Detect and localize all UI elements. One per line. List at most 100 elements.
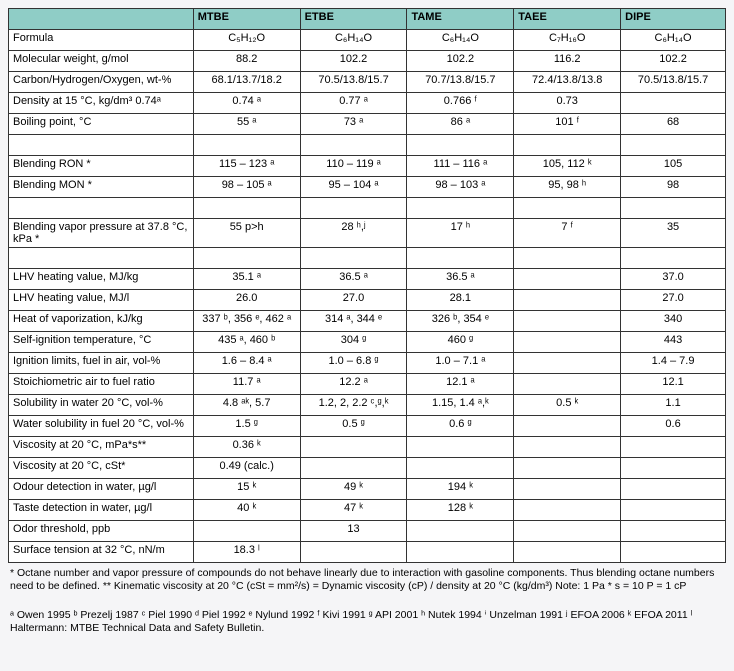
cell-value	[193, 248, 300, 269]
row-label: Stoichiometric air to fuel ratio	[9, 374, 194, 395]
cell-value: 314 ᵃ, 344 ᵉ	[300, 311, 407, 332]
cell-value: 0.766 ᶠ	[407, 93, 514, 114]
header-blank	[9, 9, 194, 30]
cell-value: 1.2, 2, 2.2 ᶜ,ᵍ,ᵏ	[300, 395, 407, 416]
cell-value	[407, 135, 514, 156]
cell-value: C₅H₁₂O	[193, 30, 300, 51]
row-label: Surface tension at 32 °C, nN/m	[9, 542, 194, 563]
cell-value: 0.73	[514, 93, 621, 114]
cell-value	[621, 542, 726, 563]
cell-value	[407, 437, 514, 458]
row-label: Viscosity at 20 °C, cSt*	[9, 458, 194, 479]
cell-value: 70.5/13.8/15.7	[300, 72, 407, 93]
cell-value: 1.15, 1.4 ᵃ,ᵏ	[407, 395, 514, 416]
cell-value	[621, 437, 726, 458]
cell-value	[514, 332, 621, 353]
cell-value	[514, 353, 621, 374]
cell-value: 70.5/13.8/15.7	[621, 72, 726, 93]
cell-value	[621, 93, 726, 114]
row-label: Odor threshold, ppb	[9, 521, 194, 542]
header-taee: TAEE	[514, 9, 621, 30]
row-label	[9, 135, 194, 156]
row-label: Ignition limits, fuel in air, vol-%	[9, 353, 194, 374]
cell-value: C₆H₁₄O	[621, 30, 726, 51]
table-row: LHV heating value, MJ/l26.027.028.127.0	[9, 290, 726, 311]
row-label: LHV heating value, MJ/kg	[9, 269, 194, 290]
cell-value: 95, 98 ʰ	[514, 177, 621, 198]
cell-value	[514, 437, 621, 458]
table-row: Viscosity at 20 °C, mPa*s**0.36 ᵏ	[9, 437, 726, 458]
cell-value: 0.5 ᵏ	[514, 395, 621, 416]
table-row	[9, 248, 726, 269]
table-row: Density at 15 °C, kg/dm³ 0.74ᵃ0.74 ᵃ0.77…	[9, 93, 726, 114]
table-row: Taste detection in water, µg/l40 ᵏ47 ᵏ12…	[9, 500, 726, 521]
cell-value: 102.2	[621, 51, 726, 72]
cell-value: 340	[621, 311, 726, 332]
cell-value: 55 ᵃ	[193, 114, 300, 135]
cell-value: 1.0 – 6.8 ᵍ	[300, 353, 407, 374]
cell-value: 49 ᵏ	[300, 479, 407, 500]
cell-value: 98 – 103 ᵃ	[407, 177, 514, 198]
table-row: Blending vapor pressure at 37.8 °C, kPa …	[9, 219, 726, 248]
cell-value: 37.0	[621, 269, 726, 290]
cell-value	[407, 458, 514, 479]
cell-value: 68.1/13.7/18.2	[193, 72, 300, 93]
cell-value: 1.5 ᵍ	[193, 416, 300, 437]
cell-value	[300, 248, 407, 269]
cell-value: 0.74 ᵃ	[193, 93, 300, 114]
cell-value: 0.36 ᵏ	[193, 437, 300, 458]
cell-value: 0.6	[621, 416, 726, 437]
cell-value: 55 p>h	[193, 219, 300, 248]
row-label: Blending vapor pressure at 37.8 °C, kPa …	[9, 219, 194, 248]
cell-value	[514, 269, 621, 290]
table-body: FormulaC₅H₁₂OC₆H₁₄OC₆H₁₄OC₇H₁₆OC₆H₁₄OMol…	[9, 30, 726, 563]
row-label: Blending RON *	[9, 156, 194, 177]
cell-value	[514, 198, 621, 219]
cell-value	[407, 248, 514, 269]
table-row: Surface tension at 32 °C, nN/m18.3 ˡ	[9, 542, 726, 563]
cell-value: 17 ʰ	[407, 219, 514, 248]
cell-value	[300, 135, 407, 156]
cell-value	[407, 521, 514, 542]
table-row: FormulaC₅H₁₂OC₆H₁₄OC₆H₁₄OC₇H₁₆OC₆H₁₄O	[9, 30, 726, 51]
cell-value: 326 ᵇ, 354 ᵉ	[407, 311, 514, 332]
cell-value: 101 ᶠ	[514, 114, 621, 135]
row-label: Odour detection in water, µg/l	[9, 479, 194, 500]
header-mtbe: MTBE	[193, 9, 300, 30]
cell-value	[300, 198, 407, 219]
cell-value: 111 – 116 ᵃ	[407, 156, 514, 177]
cell-value: 73 ᵃ	[300, 114, 407, 135]
cell-value: 1.0 – 7.1 ᵃ	[407, 353, 514, 374]
header-tame: TAME	[407, 9, 514, 30]
cell-value: 0.49 (calc.)	[193, 458, 300, 479]
cell-value	[514, 135, 621, 156]
cell-value	[621, 479, 726, 500]
table-row: Self-ignition temperature, °C435 ᵃ, 460 …	[9, 332, 726, 353]
cell-value: 4.8 ᵃᵏ, 5.7	[193, 395, 300, 416]
cell-value: 95 – 104 ᵃ	[300, 177, 407, 198]
table-row: LHV heating value, MJ/kg35.1 ᵃ36.5 ᵃ36.5…	[9, 269, 726, 290]
row-label	[9, 198, 194, 219]
table-row: Water solubility in fuel 20 °C, vol-%1.5…	[9, 416, 726, 437]
properties-table: MTBE ETBE TAME TAEE DIPE FormulaC₅H₁₂OC₆…	[8, 8, 726, 563]
cell-value: 27.0	[621, 290, 726, 311]
cell-value	[300, 437, 407, 458]
cell-value: 70.7/13.8/15.7	[407, 72, 514, 93]
cell-value: 102.2	[300, 51, 407, 72]
cell-value	[193, 135, 300, 156]
header-dipe: DIPE	[621, 9, 726, 30]
cell-value	[514, 374, 621, 395]
row-label: Water solubility in fuel 20 °C, vol-%	[9, 416, 194, 437]
cell-value	[621, 521, 726, 542]
table-row: Blending RON *115 – 123 ᵃ110 – 119 ᵃ111 …	[9, 156, 726, 177]
cell-value: 35	[621, 219, 726, 248]
cell-value	[193, 198, 300, 219]
footnote-2: ᵃ Owen 1995 ᵇ Prezelj 1987 ᶜ Piel 1990 ᵈ…	[8, 605, 730, 639]
table-row: Boiling point, °C55 ᵃ73 ᵃ86 ᵃ101 ᶠ68	[9, 114, 726, 135]
cell-value	[407, 542, 514, 563]
cell-value: 11.7 ᵃ	[193, 374, 300, 395]
table-row: Carbon/Hydrogen/Oxygen, wt-%68.1/13.7/18…	[9, 72, 726, 93]
cell-value: C₆H₁₄O	[407, 30, 514, 51]
table-row: Odour detection in water, µg/l15 ᵏ49 ᵏ19…	[9, 479, 726, 500]
cell-value: 443	[621, 332, 726, 353]
